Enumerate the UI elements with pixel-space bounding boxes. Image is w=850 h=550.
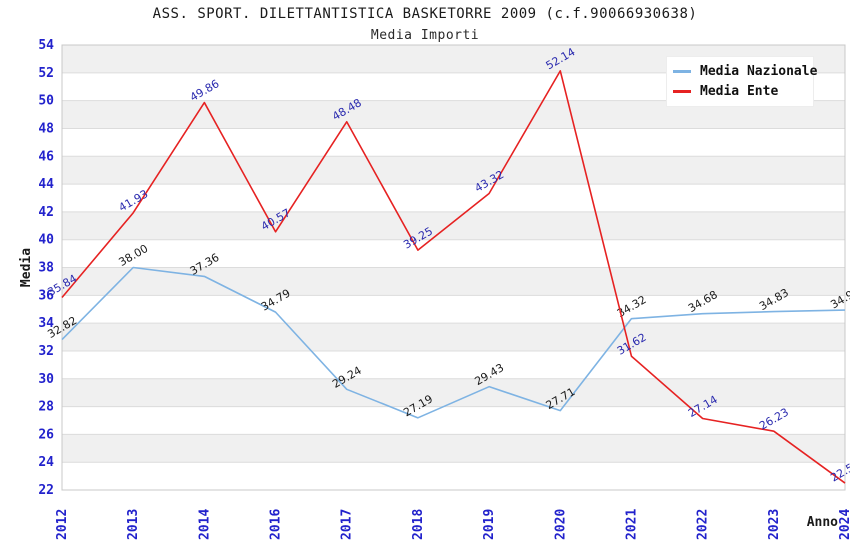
x-tick-label: 2012 xyxy=(55,509,70,540)
y-tick-label: 30 xyxy=(38,372,54,387)
y-tick-label: 50 xyxy=(38,94,54,109)
x-tick-label: 2013 xyxy=(126,509,141,540)
y-tick-label: 48 xyxy=(38,121,54,136)
x-tick-label: 2024 xyxy=(838,509,850,540)
series-line-media-ente xyxy=(61,70,846,484)
y-axis-title: Media xyxy=(19,248,34,287)
x-tick-label: 2016 xyxy=(269,509,284,540)
chart-title: ASS. SPORT. DILETTANTISTICA BASKETORRE 2… xyxy=(152,6,698,22)
chart-subtitle: Media Importi xyxy=(370,28,480,43)
y-tick-label: 32 xyxy=(38,344,54,359)
y-tick-label: 34 xyxy=(38,316,54,331)
y-tick-label: 26 xyxy=(38,427,54,442)
legend-item-label: Media Nazionale xyxy=(700,63,818,79)
y-tick-label: 42 xyxy=(38,205,54,220)
y-tick-label: 54 xyxy=(38,38,54,53)
y-tick-label: 46 xyxy=(38,149,54,164)
legend-item: Media Ente xyxy=(673,81,807,101)
x-tick-label: 2023 xyxy=(767,509,782,540)
x-tick-label: 2017 xyxy=(340,509,355,540)
band xyxy=(62,267,845,296)
band xyxy=(62,462,845,490)
x-tick-label: 2022 xyxy=(696,509,711,540)
y-tick-label: 38 xyxy=(38,261,54,276)
band xyxy=(62,211,845,240)
band xyxy=(62,350,845,379)
y-tick-label: 40 xyxy=(38,233,54,248)
band xyxy=(62,156,845,185)
band xyxy=(62,323,845,351)
y-tick-label: 24 xyxy=(38,455,54,470)
x-tick-label: 2020 xyxy=(553,509,568,540)
series-line-media-nazionale xyxy=(61,266,846,419)
y-tick-label: 28 xyxy=(38,400,54,415)
y-tick-label: 52 xyxy=(38,66,54,81)
x-tick-label: 2018 xyxy=(411,509,426,540)
legend-item: Media Nazionale xyxy=(673,61,817,81)
x-tick-label: 2014 xyxy=(197,509,212,540)
x-axis-title: Anno xyxy=(807,515,838,530)
y-tick-label: 22 xyxy=(38,483,54,498)
y-tick-label: 36 xyxy=(38,288,54,303)
band xyxy=(62,434,845,463)
band xyxy=(62,406,845,435)
legend-item-label: Media Ente xyxy=(700,83,779,99)
y-tick-label: 44 xyxy=(38,177,54,192)
x-tick-label: 2021 xyxy=(624,509,639,540)
x-tick-label: 2019 xyxy=(482,509,497,540)
legend-swatch xyxy=(673,89,691,93)
band xyxy=(62,184,845,212)
band xyxy=(62,295,845,324)
plot-border xyxy=(61,44,846,491)
legend: Media Nazionale Media Ente xyxy=(666,56,817,107)
legend-swatch xyxy=(673,69,691,73)
band xyxy=(62,128,845,157)
band xyxy=(62,239,845,268)
